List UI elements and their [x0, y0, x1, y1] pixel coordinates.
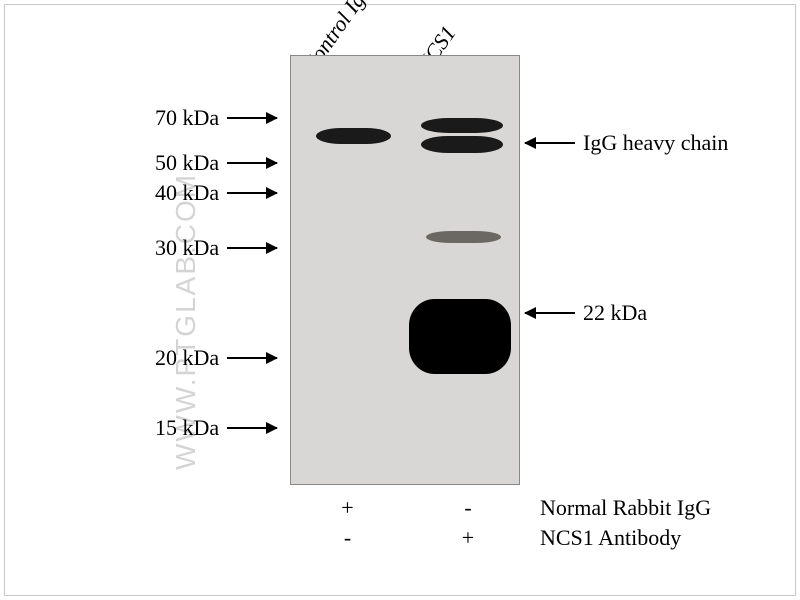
marker-label: 20 kDa	[155, 345, 219, 371]
arrow-right-icon	[227, 117, 277, 119]
label-igg-heavy-chain: IgG heavy chain	[525, 130, 728, 156]
blot-membrane	[290, 55, 520, 485]
band-faint-30kda	[426, 231, 501, 243]
band-heavy-chain-ncs1-lower	[421, 136, 503, 153]
arrow-right-icon	[227, 247, 277, 249]
marker-70kda: 70 kDa	[155, 105, 277, 131]
legend-row-normal-igg: + -	[290, 495, 526, 525]
legend-row-ncs1-antibody: - +	[290, 525, 526, 555]
legend-cell: +	[290, 495, 405, 521]
arrow-right-icon	[227, 162, 277, 164]
marker-15kda: 15 kDa	[155, 415, 277, 441]
marker-label: 40 kDa	[155, 180, 219, 206]
marker-30kda: 30 kDa	[155, 235, 277, 261]
right-label-text: IgG heavy chain	[583, 130, 728, 156]
legend-cell: -	[290, 525, 405, 551]
band-ncs1-22kda	[409, 299, 511, 374]
arrow-right-icon	[227, 357, 277, 359]
arrow-right-icon	[227, 427, 277, 429]
marker-label: 70 kDa	[155, 105, 219, 131]
figure-container: WWW.PTGLAB.COM Control IgG NCS1 70 kDa 5…	[0, 0, 800, 600]
arrow-left-icon	[525, 142, 575, 144]
legend-cell: -	[411, 495, 526, 521]
band-heavy-chain-control	[316, 128, 391, 144]
arrow-right-icon	[227, 192, 277, 194]
right-label-text: 22 kDa	[583, 300, 647, 326]
marker-label: 15 kDa	[155, 415, 219, 441]
marker-label: 50 kDa	[155, 150, 219, 176]
arrow-left-icon	[525, 312, 575, 314]
legend-table: + - - +	[290, 495, 526, 555]
label-22kda: 22 kDa	[525, 300, 647, 326]
legend-label-normal-igg: Normal Rabbit IgG	[540, 495, 711, 521]
legend-label-ncs1-antibody: NCS1 Antibody	[540, 525, 681, 551]
marker-label: 30 kDa	[155, 235, 219, 261]
marker-40kda: 40 kDa	[155, 180, 277, 206]
legend-cell: +	[411, 525, 526, 551]
marker-50kda: 50 kDa	[155, 150, 277, 176]
marker-20kda: 20 kDa	[155, 345, 277, 371]
band-heavy-chain-ncs1-upper	[421, 118, 503, 133]
